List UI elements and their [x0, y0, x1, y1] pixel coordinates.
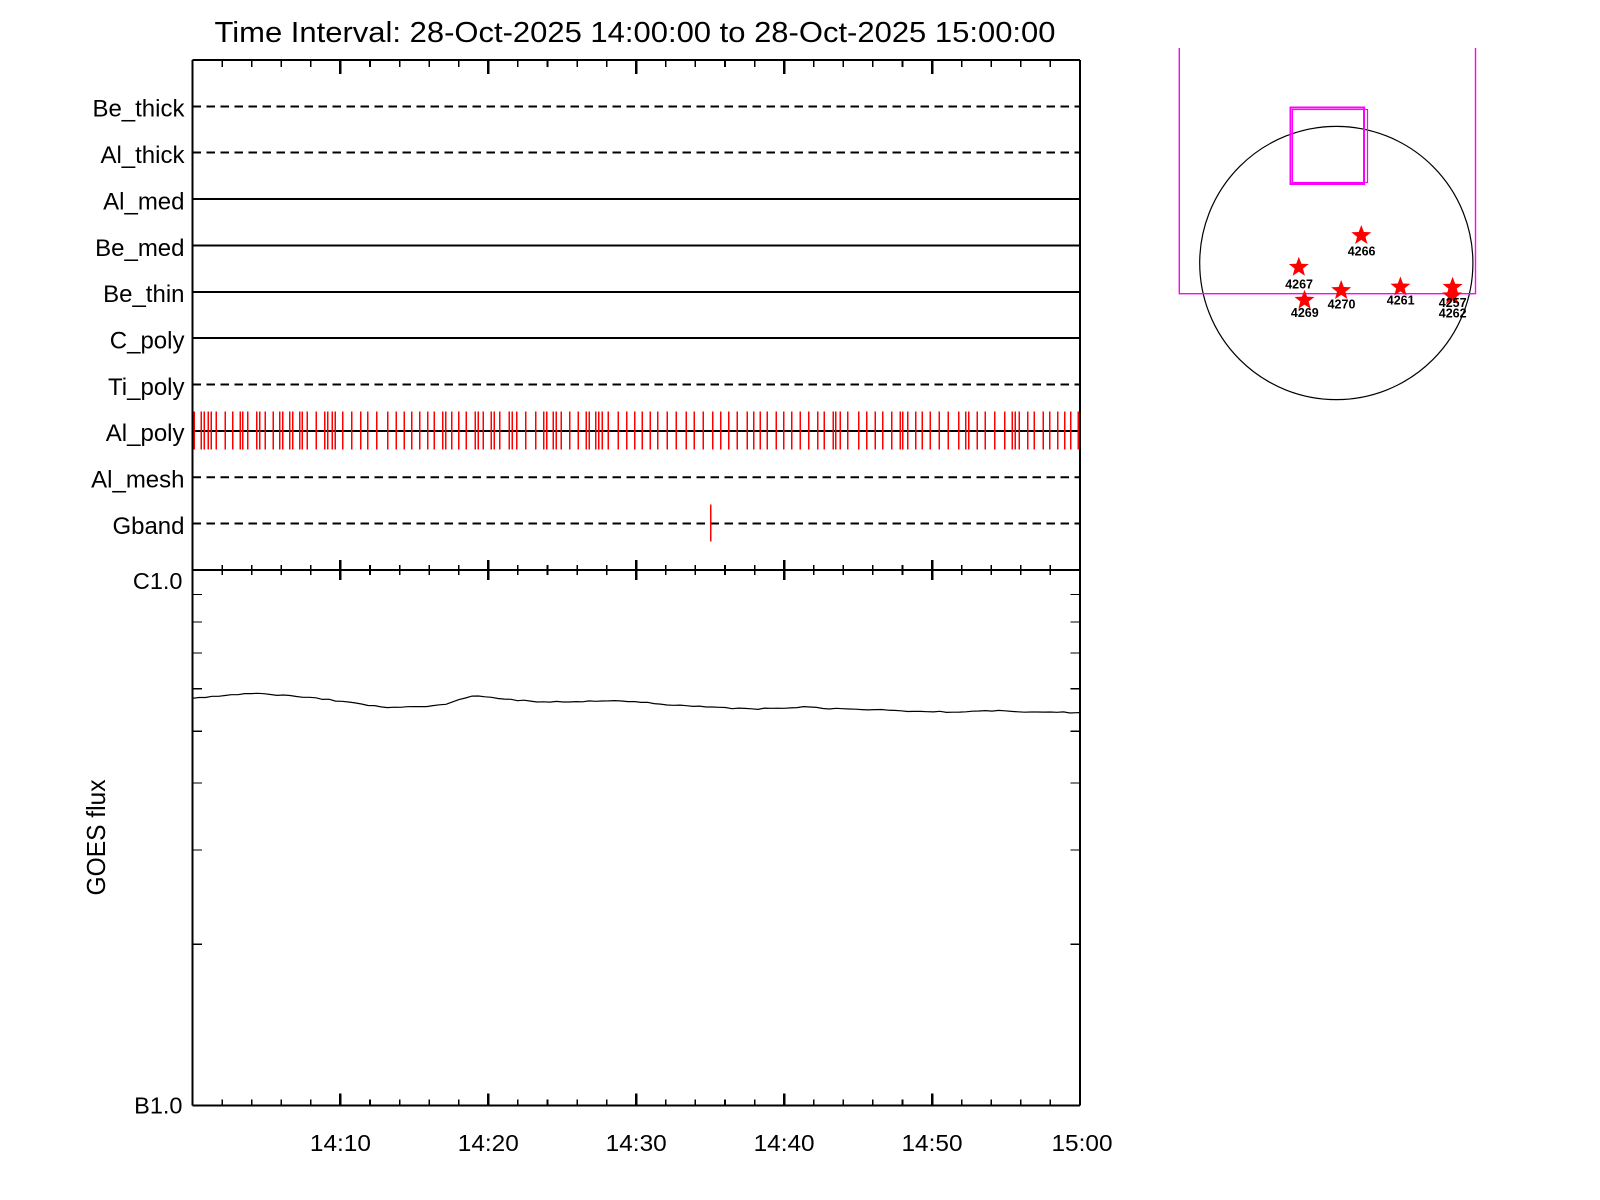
svg-text:14:30: 14:30 [606, 1130, 667, 1156]
svg-text:Al_poly: Al_poly [106, 420, 185, 447]
svg-text:Time Interval: 28-Oct-2025 14:: Time Interval: 28-Oct-2025 14:00:00 to 2… [215, 17, 1056, 49]
svg-text:C1.0: C1.0 [133, 568, 183, 594]
svg-text:15:00: 15:00 [1052, 1130, 1113, 1156]
svg-text:4261: 4261 [1387, 294, 1415, 308]
svg-text:14:50: 14:50 [902, 1130, 963, 1156]
svg-text:Al_med: Al_med [103, 188, 184, 215]
svg-text:4257: 4257 [1439, 296, 1467, 310]
svg-text:14:20: 14:20 [458, 1130, 519, 1156]
svg-text:GOES flux: GOES flux [81, 780, 111, 896]
svg-text:4269: 4269 [1291, 306, 1319, 320]
svg-text:Al_mesh: Al_mesh [91, 467, 184, 494]
svg-text:14:40: 14:40 [754, 1130, 815, 1156]
svg-text:4270: 4270 [1328, 298, 1356, 312]
svg-text:Ti_poly: Ti_poly [108, 374, 184, 401]
svg-text:4267: 4267 [1285, 277, 1313, 291]
svg-text:Be_thin: Be_thin [103, 281, 184, 308]
svg-text:C_poly: C_poly [110, 328, 185, 355]
svg-text:Gband: Gband [112, 513, 184, 540]
svg-text:4266: 4266 [1348, 245, 1376, 259]
svg-text:14:10: 14:10 [310, 1130, 371, 1156]
svg-text:Al_thick: Al_thick [100, 142, 185, 169]
svg-text:4262: 4262 [1439, 307, 1467, 321]
svg-text:Be_thick: Be_thick [92, 96, 185, 123]
svg-text:B1.0: B1.0 [134, 1093, 182, 1119]
svg-text:Be_med: Be_med [95, 235, 184, 262]
